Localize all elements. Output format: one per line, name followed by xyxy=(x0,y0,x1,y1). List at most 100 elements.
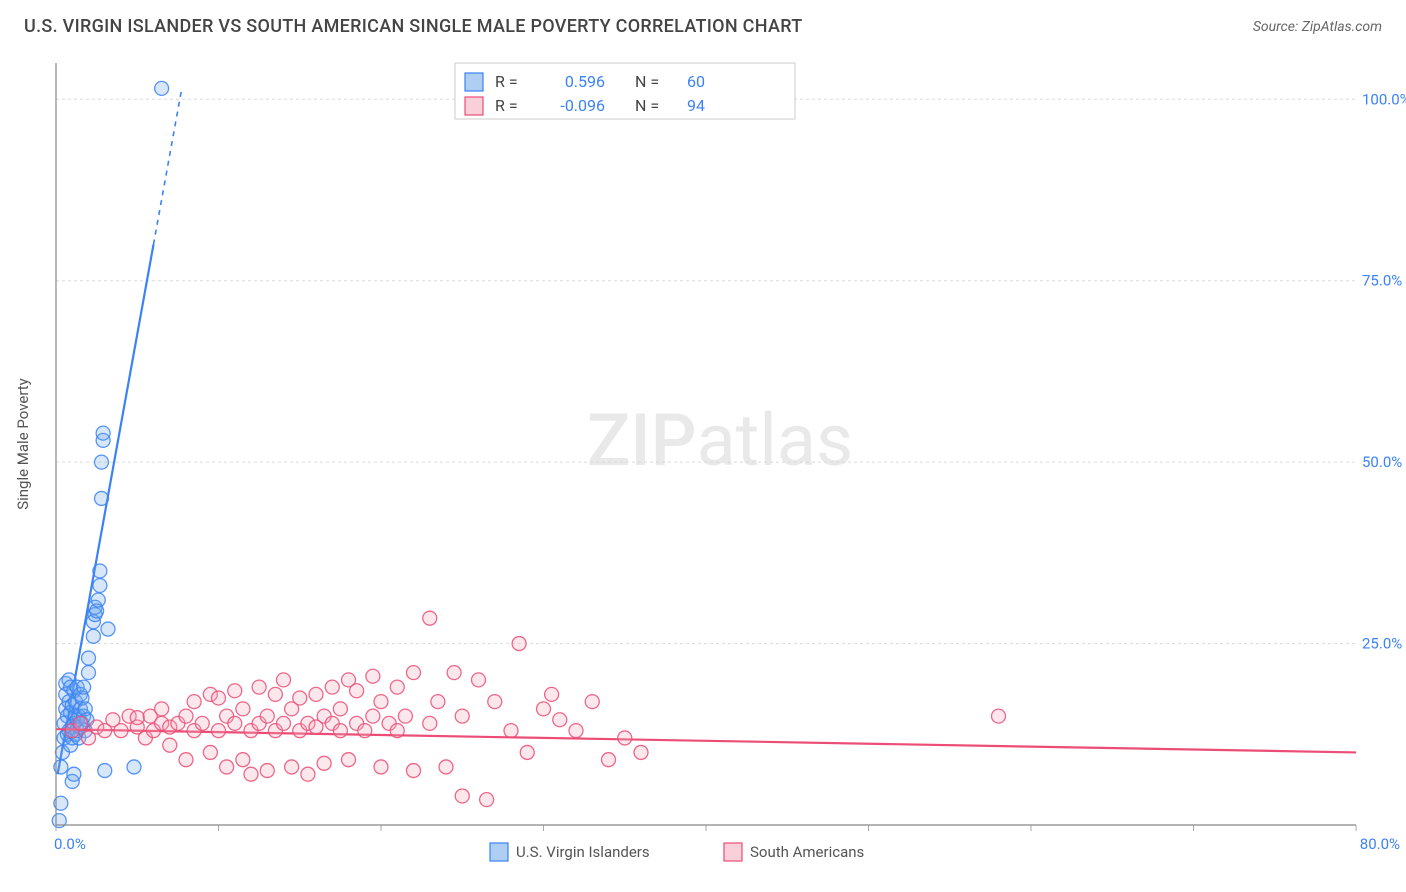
legend-n-value: 60 xyxy=(687,72,705,91)
legend-r-label: R = xyxy=(495,96,518,115)
data-point xyxy=(244,767,258,781)
data-point xyxy=(114,724,128,738)
data-point xyxy=(163,738,177,752)
data-point xyxy=(155,702,169,716)
data-point xyxy=(236,753,250,767)
data-point xyxy=(447,666,461,680)
data-point xyxy=(585,695,599,709)
data-point xyxy=(350,684,364,698)
y-tick-label: 75.0% xyxy=(1362,272,1402,290)
data-point xyxy=(293,691,307,705)
data-point xyxy=(309,687,323,701)
data-point xyxy=(285,760,299,774)
data-point xyxy=(187,695,201,709)
data-point xyxy=(423,716,437,730)
data-point xyxy=(439,760,453,774)
data-point xyxy=(195,716,209,730)
data-point xyxy=(236,702,250,716)
correlation-chart: 25.0%50.0%75.0%100.0%ZIPatlas0.0%80.0%Si… xyxy=(0,45,1406,875)
data-point xyxy=(618,731,632,745)
data-point xyxy=(277,673,291,687)
y-axis-label: Single Male Poverty xyxy=(14,378,32,510)
data-point xyxy=(220,760,234,774)
data-point xyxy=(553,713,567,727)
data-point xyxy=(602,753,616,767)
data-point xyxy=(260,764,274,778)
data-point xyxy=(179,753,193,767)
data-point xyxy=(407,666,421,680)
data-point xyxy=(268,687,282,701)
data-point xyxy=(228,716,242,730)
data-point xyxy=(545,687,559,701)
data-point xyxy=(228,684,242,698)
data-point xyxy=(520,745,534,759)
legend-r-label: R = xyxy=(495,72,518,91)
legend-n-label: N = xyxy=(635,72,659,91)
data-point xyxy=(93,564,107,578)
legend-swatch xyxy=(724,843,742,861)
chart-title: U.S. VIRGIN ISLANDER VS SOUTH AMERICAN S… xyxy=(24,16,803,37)
data-point xyxy=(407,764,421,778)
data-point xyxy=(537,702,551,716)
series-legend: U.S. Virgin Islanders South Americans xyxy=(490,843,864,861)
legend-swatch xyxy=(465,97,483,115)
data-point xyxy=(96,426,110,440)
data-point xyxy=(127,760,141,774)
data-point xyxy=(301,767,315,781)
data-point xyxy=(73,716,87,730)
data-point xyxy=(277,716,291,730)
data-point xyxy=(366,709,380,723)
data-point xyxy=(101,622,115,636)
data-point xyxy=(374,760,388,774)
data-point xyxy=(98,764,112,778)
legend-series-label: U.S. Virgin Islanders xyxy=(516,843,650,861)
y-tick-label: 100.0% xyxy=(1362,90,1406,108)
data-point xyxy=(342,753,356,767)
x-min-label: 0.0% xyxy=(54,835,86,853)
data-point xyxy=(155,81,169,95)
data-point xyxy=(67,767,81,781)
trend-line-dash xyxy=(154,92,182,244)
data-point xyxy=(179,709,193,723)
legend-n-label: N = xyxy=(635,96,659,115)
legend-series-label: South Americans xyxy=(750,843,864,861)
data-point xyxy=(82,666,96,680)
data-point xyxy=(480,793,494,807)
data-point xyxy=(212,691,226,705)
data-point xyxy=(455,789,469,803)
legend-n-value: 94 xyxy=(687,96,705,115)
data-point xyxy=(358,724,372,738)
x-max-label: 80.0% xyxy=(1360,835,1400,853)
data-point xyxy=(504,724,518,738)
data-point xyxy=(423,611,437,625)
data-point xyxy=(390,680,404,694)
data-point xyxy=(374,695,388,709)
data-point xyxy=(333,724,347,738)
data-point xyxy=(634,745,648,759)
data-point xyxy=(260,709,274,723)
data-point xyxy=(203,745,217,759)
data-point xyxy=(455,709,469,723)
data-point xyxy=(512,637,526,651)
data-point xyxy=(992,709,1006,723)
legend-swatch xyxy=(490,843,508,861)
data-point xyxy=(488,695,502,709)
watermark: ZIPatlas xyxy=(587,398,853,483)
data-point xyxy=(472,673,486,687)
data-point xyxy=(82,651,96,665)
data-point xyxy=(91,593,105,607)
data-point xyxy=(366,669,380,683)
data-point xyxy=(77,680,91,694)
data-point xyxy=(431,695,445,709)
data-point xyxy=(569,724,583,738)
data-point xyxy=(130,711,144,725)
y-tick-label: 25.0% xyxy=(1362,635,1402,653)
data-point xyxy=(317,756,331,770)
data-point xyxy=(95,491,109,505)
legend-swatch xyxy=(465,73,483,91)
data-point xyxy=(333,702,347,716)
legend-r-value: 0.596 xyxy=(565,72,605,91)
data-point xyxy=(390,724,404,738)
data-point xyxy=(95,455,109,469)
data-point xyxy=(86,629,100,643)
